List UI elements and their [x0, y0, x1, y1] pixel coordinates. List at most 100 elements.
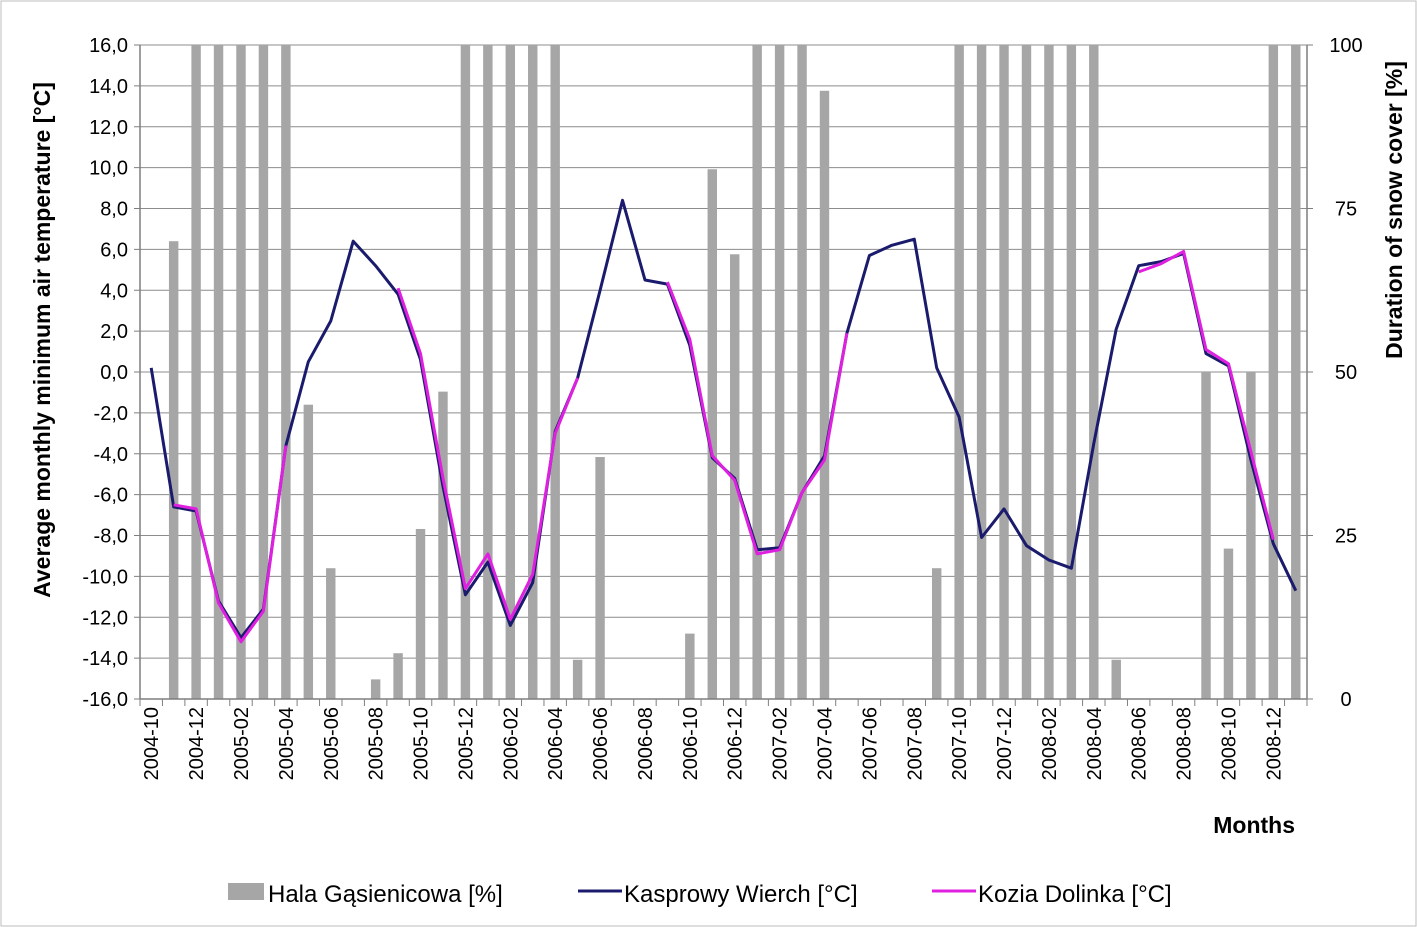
bar	[797, 45, 807, 699]
y-axis-left-title: Average monthly minimum air temperature …	[29, 82, 55, 598]
bar	[303, 404, 314, 699]
bar	[774, 45, 785, 699]
y-tick-label-left: 2,0	[100, 321, 128, 343]
x-tick-label: 2007-12	[994, 707, 1016, 780]
bar	[281, 45, 291, 699]
x-tick-label: 2007-08	[904, 707, 926, 780]
series-line	[1138, 249, 1275, 540]
bar	[1246, 372, 1256, 699]
y-tick-label-left: 12,0	[89, 117, 128, 139]
bar	[1089, 45, 1099, 699]
bar	[1268, 45, 1279, 699]
bar	[415, 528, 426, 699]
legend-label-hala: Hala Gąsienicowa [%]	[268, 881, 503, 908]
bar	[528, 45, 538, 699]
bar	[1044, 45, 1054, 699]
y-tick-label-left: 6,0	[100, 239, 128, 261]
y-tick-label-left: -8,0	[94, 526, 128, 548]
bar	[258, 45, 269, 699]
y-tick-label-right: 25	[1335, 526, 1357, 548]
bar	[393, 653, 403, 699]
x-tick-label: 2006-02	[500, 707, 522, 780]
bar	[999, 45, 1009, 699]
x-tick-label: 2007-04	[815, 707, 837, 780]
bar	[483, 45, 493, 699]
bar	[1223, 548, 1234, 699]
bar	[1066, 45, 1077, 699]
bar	[1021, 45, 1032, 699]
bar	[505, 45, 516, 699]
y-tick-label-left: 16,0	[89, 35, 128, 57]
bar	[954, 45, 964, 699]
bar	[236, 45, 246, 699]
x-tick-label: 2008-12	[1263, 707, 1285, 780]
bar	[168, 241, 179, 699]
x-tick-label: 2006-08	[635, 707, 657, 780]
bar	[572, 659, 583, 699]
y-tick-label-left: -4,0	[94, 444, 128, 466]
bar	[370, 679, 381, 699]
x-tick-label: 2008-02	[1039, 707, 1061, 780]
y-tick-label-left: -16,0	[82, 689, 128, 711]
bar	[685, 633, 695, 699]
legend: Hala Gąsienicowa [%] Kasprowy Wierch [°C…	[228, 881, 1172, 908]
bar	[819, 90, 830, 699]
bar	[460, 45, 471, 699]
x-tick-label: 2008-10	[1219, 707, 1241, 780]
y-ticks-left: -16,0 -14,0 -12,0 -10,0 -8,0 -6,0 -4,0 -2,0 0,0 2…	[82, 35, 140, 711]
bar	[550, 45, 560, 699]
bar	[1201, 372, 1211, 699]
x-tick-label: 2004-10	[141, 707, 163, 780]
x-tick-label: 2008-08	[1174, 707, 1196, 780]
legend-swatch-hala	[228, 883, 264, 900]
bar	[707, 169, 717, 699]
line-series	[149, 198, 1298, 644]
y-tick-label-left: 10,0	[89, 158, 128, 180]
x-tick-label: 2008-06	[1129, 707, 1151, 780]
x-tick-label: 2006-10	[680, 707, 702, 780]
y-tick-label-right: 75	[1335, 199, 1357, 221]
x-tick-label: 2005-06	[321, 707, 343, 780]
y-tick-label-left: 14,0	[89, 76, 128, 98]
legend-label-kozia: Kozia Dolinka [°C]	[978, 881, 1172, 908]
y-tick-label-left: -6,0	[94, 485, 128, 507]
bar	[326, 568, 336, 699]
x-tick-label: 2007-02	[770, 707, 792, 780]
y-tick-label-right: 0	[1340, 689, 1351, 711]
x-ticks: 2004-10 2004-12 2005-02 2005-04 2005-06 2005-…	[139, 699, 1308, 780]
y-ticks-right: 0 25 50 75 100	[1307, 35, 1363, 711]
bar	[213, 45, 224, 699]
y-tick-label-left: -12,0	[82, 607, 128, 629]
x-tick-label: 2006-12	[725, 707, 747, 780]
y-tick-label-left: -14,0	[82, 648, 128, 670]
x-tick-label: 2008-04	[1084, 707, 1106, 780]
y-tick-label-right: 100	[1329, 35, 1362, 57]
x-tick-label: 2005-04	[276, 707, 298, 780]
bar	[191, 45, 201, 699]
bar	[752, 45, 762, 699]
y-tick-label-left: -10,0	[82, 566, 128, 588]
bar	[931, 568, 942, 699]
legend-label-kasprowy: Kasprowy Wierch [°C]	[624, 881, 858, 908]
bar	[1291, 45, 1301, 699]
x-tick-label: 2004-12	[186, 707, 208, 780]
x-tick-label: 2005-02	[231, 707, 253, 780]
y-tick-label-right: 50	[1335, 362, 1357, 384]
series-line	[396, 287, 579, 621]
series-line	[666, 281, 849, 556]
y-tick-label-left: 0,0	[100, 362, 128, 384]
bar-series	[168, 45, 1301, 699]
x-tick-label: 2005-08	[366, 707, 388, 780]
series-line	[173, 445, 288, 644]
y-axis-right-title: Duration of snow cover [%]	[1381, 61, 1407, 359]
bar	[976, 45, 987, 699]
x-tick-label: 2007-06	[859, 707, 881, 780]
x-tick-label: 2005-10	[411, 707, 433, 780]
y-tick-label-left: -2,0	[94, 403, 128, 425]
x-axis-title: Months	[1213, 812, 1295, 838]
x-tick-label: 2005-12	[455, 707, 477, 780]
y-tick-label-left: 4,0	[100, 280, 128, 302]
x-tick-label: 2006-04	[545, 707, 567, 780]
bar	[1111, 659, 1121, 699]
